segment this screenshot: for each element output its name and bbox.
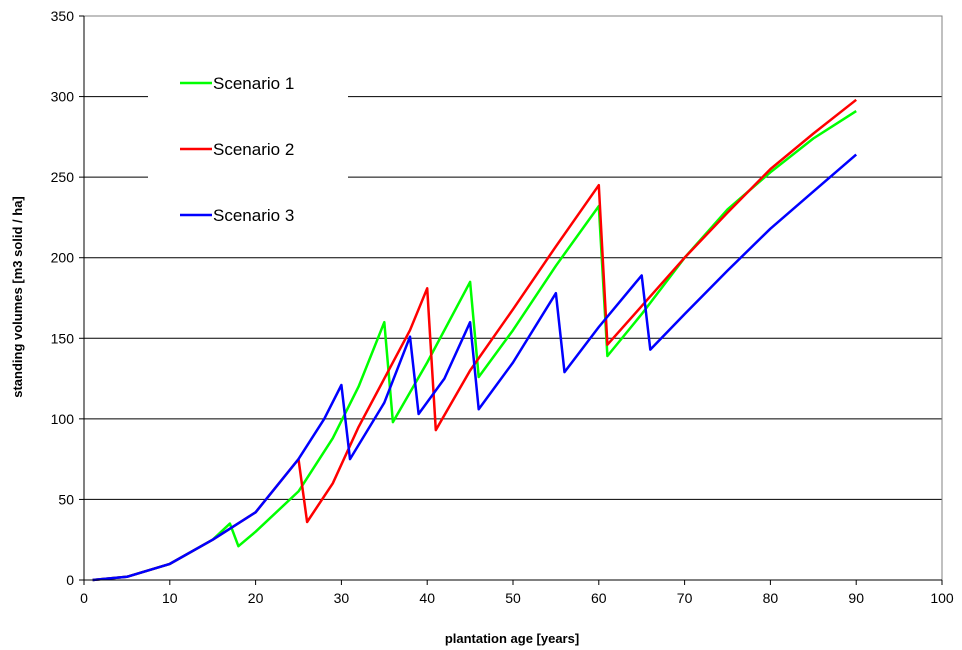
legend-background bbox=[148, 60, 348, 250]
legend-label-3: Scenario 3 bbox=[213, 206, 294, 225]
y-tick-label-350: 350 bbox=[51, 8, 75, 24]
y-axis-label: standing volumes [m3 solid / ha] bbox=[10, 196, 25, 398]
x-tick-label-20: 20 bbox=[248, 590, 264, 606]
x-tick-label-90: 90 bbox=[848, 590, 864, 606]
series-line-3 bbox=[92, 153, 858, 582]
x-tick-label-30: 30 bbox=[334, 590, 350, 606]
legend-label-1: Scenario 1 bbox=[213, 74, 294, 93]
x-tick-label-80: 80 bbox=[763, 590, 779, 606]
legend-label-2: Scenario 2 bbox=[213, 140, 294, 159]
x-tick-label-70: 70 bbox=[677, 590, 693, 606]
y-tick-label-200: 200 bbox=[51, 250, 75, 266]
y-tick-label-150: 150 bbox=[51, 330, 75, 346]
x-tick-label-100: 100 bbox=[930, 590, 954, 606]
legend: Scenario 1 Scenario 2 Scenario 3 bbox=[148, 60, 348, 250]
axes: 0 10 20 30 40 50 60 70 80 90 100 0 50 100 150 200 250 300… bbox=[51, 8, 954, 606]
series-layer bbox=[92, 98, 858, 582]
x-tick-label-60: 60 bbox=[591, 590, 607, 606]
x-tick-label-50: 50 bbox=[505, 590, 521, 606]
y-tick-label-100: 100 bbox=[51, 411, 75, 427]
x-tick-label-40: 40 bbox=[419, 590, 435, 606]
x-tick-label-10: 10 bbox=[162, 590, 178, 606]
y-tick-label-250: 250 bbox=[51, 169, 75, 185]
y-tick-label-50: 50 bbox=[58, 491, 74, 507]
y-tick-label-300: 300 bbox=[51, 89, 75, 105]
x-axis-label: plantation age [years] bbox=[445, 631, 579, 646]
x-tick-label-0: 0 bbox=[80, 590, 88, 606]
y-tick-label-0: 0 bbox=[66, 572, 74, 588]
